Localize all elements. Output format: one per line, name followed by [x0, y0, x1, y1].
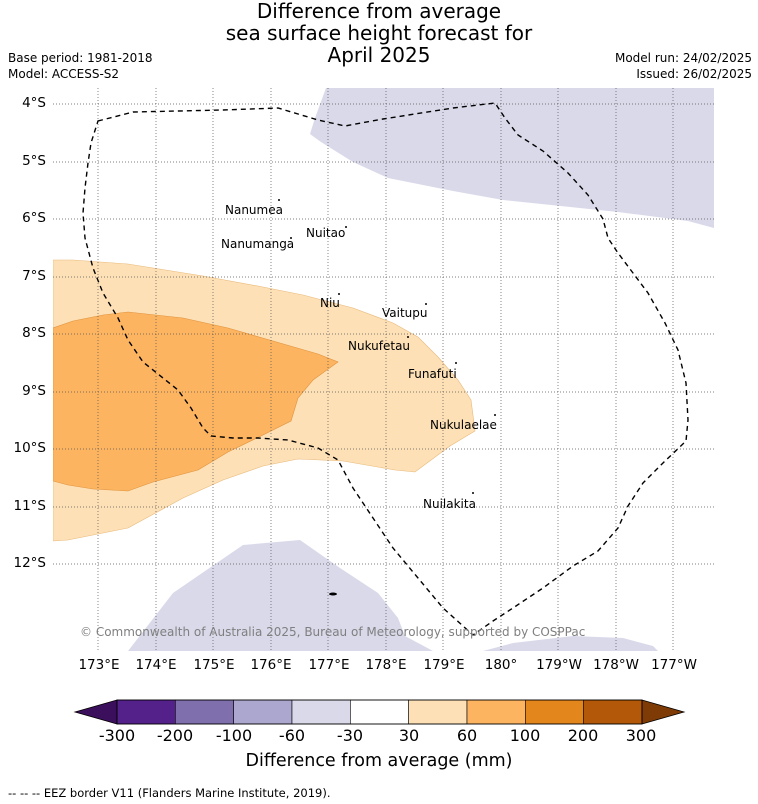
issued-text: Issued: 26/02/2025 [636, 67, 752, 81]
negative-anomaly-region-southeast [483, 636, 658, 651]
colorbar-cell [466, 699, 526, 725]
lon-label: 174°E [135, 657, 177, 673]
colorbar-cell [175, 699, 234, 725]
map-title: Difference from average sea surface heig… [0, 0, 758, 66]
colorbar [73, 699, 686, 725]
positive-anomaly-region-medium [53, 311, 339, 492]
colorbar-label: -200 [156, 726, 194, 745]
lat-label: 12°S [13, 555, 47, 571]
colorbar-label: -100 [215, 726, 253, 745]
island-label-nanumanga: Nanumanga [221, 237, 295, 251]
lat-label: 11°S [13, 498, 47, 514]
lat-label: 4°S [22, 95, 46, 111]
colorbar-cell [116, 699, 176, 725]
island-label-nanumea: Nanumea [225, 203, 283, 217]
lon-label: 177°E [308, 657, 350, 673]
base-period-text: Base period: 1981-2018 [8, 51, 153, 65]
island-label-funafuti: Funafuti [408, 367, 457, 381]
map-plot [53, 88, 714, 651]
copyright-text: © Commonwealth of Australia 2025, Bureau… [80, 625, 586, 639]
island-label-vaitupu: Vaitupu [382, 306, 428, 320]
colorbar-label: -300 [98, 726, 136, 745]
lon-label: 176°E [250, 657, 292, 673]
colorbar-extend-low [73, 699, 118, 725]
colorbar-cell [350, 699, 409, 725]
negative-anomaly-region-south [128, 540, 433, 651]
gridlines [53, 88, 714, 651]
lon-label: 179°E [423, 657, 465, 673]
title-line-2: sea surface height forecast for [225, 21, 533, 45]
colorbar-cell [408, 699, 468, 725]
lon-label: 180° [484, 657, 518, 673]
island-label-nuilakita: Nuilakita [423, 497, 476, 511]
meta-right: Model run: 24/02/2025 Issued: 26/02/2025 [615, 50, 752, 82]
model-run-text: Model run: 24/02/2025 [614, 51, 752, 65]
eez-footnote: -- -- -- EEZ border V11 (Flanders Marine… [8, 786, 331, 800]
lat-label: 10°S [13, 440, 47, 456]
colorbar-label: 100 [509, 726, 541, 745]
island-label-nukufetau: Nukufetau [348, 339, 411, 353]
colorbar-label: 30 [398, 726, 420, 745]
colorbar-cell [525, 699, 584, 725]
colorbar-label: -60 [278, 726, 306, 745]
map-svg [53, 88, 714, 651]
colorbar-cell [291, 699, 351, 725]
lon-label: 175°E [193, 657, 235, 673]
lat-label: 6°S [22, 210, 46, 226]
island-label-niu: Niu [320, 296, 340, 310]
meta-left: Base period: 1981-2018 Model: ACCESS-S2 [8, 50, 153, 82]
lat-label: 9°S [22, 383, 46, 399]
colorbar-cell [583, 699, 643, 725]
negative-anomaly-region-north [310, 88, 714, 228]
colorbar-cell [233, 699, 293, 725]
model-text: Model: ACCESS-S2 [8, 67, 120, 81]
lat-label: 5°S [22, 153, 46, 169]
lat-label: 7°S [22, 268, 46, 284]
colorbar-extend-high [641, 699, 686, 725]
island-dots [278, 199, 496, 596]
colorbar-label: 200 [567, 726, 599, 745]
lon-label: 177°W [651, 657, 697, 673]
lat-label: 8°S [22, 325, 46, 341]
lon-label: 178°W [593, 657, 639, 673]
colorbar-label: 300 [625, 726, 657, 745]
eez-border [82, 102, 689, 636]
colorbar-label: -30 [336, 726, 364, 745]
title-line-3: April 2025 [327, 43, 431, 67]
title-line-1: Difference from average [256, 0, 502, 23]
lon-label: 178°E [365, 657, 407, 673]
colorbar-label: 60 [456, 726, 478, 745]
lon-label: 179°W [536, 657, 582, 673]
island-label-nuitao: Nuitao [306, 226, 346, 240]
colorbar-title: Difference from average (mm) [245, 751, 513, 771]
island-label-nukulaelae: Nukulaelae [430, 418, 497, 432]
lon-label: 173°E [78, 657, 120, 673]
